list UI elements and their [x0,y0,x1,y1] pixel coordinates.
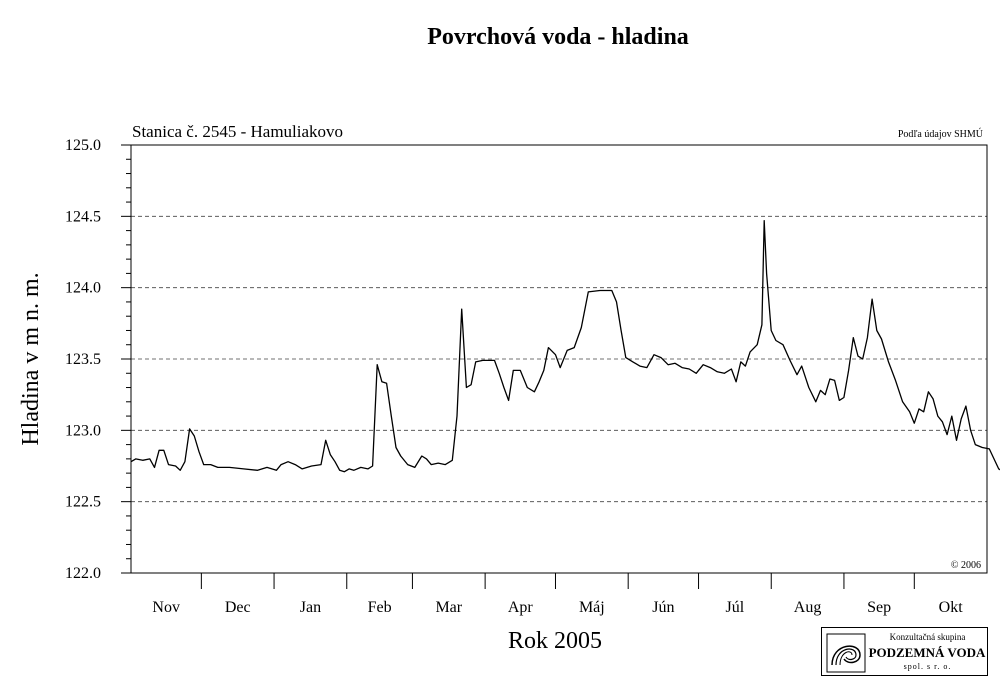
grid-lines [131,215,987,503]
x-axis-title: Rok 2005 [508,628,602,654]
y-tick-label: 125.0 [65,137,101,154]
y-tick-label: 124.5 [65,208,101,225]
x-month-label: Máj [579,599,605,616]
station-label: Stanica č. 2545 - Hamuliakovo [132,122,343,141]
x-month-label: Feb [368,599,392,616]
x-month-label: Apr [508,599,534,616]
x-axis: Nov Dec Jan Feb Mar Apr Máj Jún Júl Aug Sep Okt [152,573,963,616]
logo-line-2: PODZEMNÁ VODA [868,645,986,660]
x-month-label: Okt [939,599,964,616]
x-month-label: Aug [794,599,822,616]
x-month-label: Júl [726,599,745,616]
water-level-line [130,219,1000,473]
company-logo: Konzultačná skupina PODZEMNÁ VODA spol. … [821,627,988,676]
plot-frame [130,144,988,574]
x-month-label: Jan [300,599,321,616]
source-note: Podľa údajov SHMÚ [898,128,984,140]
x-month-label: Jún [652,599,674,616]
y-axis-title: Hladina v m n. m. [18,272,44,445]
x-month-label: Nov [152,599,180,616]
x-month-label: Mar [435,599,462,616]
y-tick-label: 122.5 [65,494,101,511]
y-tick-label: 124.0 [65,280,101,297]
y-axis: 125.0 124.5 124.0 123.5 123.0 122.5 122.0 [65,137,131,582]
y-tick-label: 122.0 [65,565,101,582]
logo-line-3: spol. s r. o. [903,662,952,671]
series-layer [130,219,1000,473]
x-month-label: Sep [867,599,891,616]
water-logo-icon [826,633,866,673]
chart-title: Povrchová voda - hladina [427,24,689,50]
logo-line-1: Konzultačná skupina [889,632,966,642]
y-tick-label: 123.5 [65,351,101,368]
x-month-label: Dec [225,599,251,616]
copyright-label: © 2006 [951,560,981,571]
y-tick-label: 123.0 [65,422,101,439]
